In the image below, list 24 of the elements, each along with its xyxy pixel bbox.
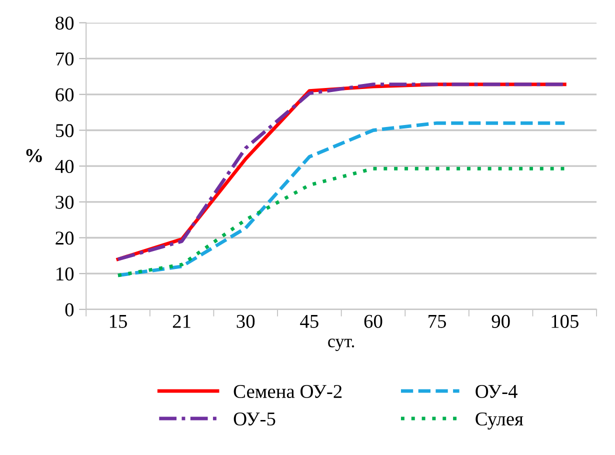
y-axis-title: %: [26, 149, 42, 162]
x-tick-label: 15: [110, 314, 127, 328]
y-tick-label: 30: [56, 196, 74, 209]
y-tick-label: 20: [56, 232, 74, 245]
x-tick-label: 60: [364, 314, 382, 328]
x-tick-label: 90: [492, 314, 510, 328]
y-tick-label: 10: [56, 267, 74, 281]
x-tick-label: 30: [236, 314, 255, 328]
legend-label: Сулея: [476, 412, 524, 430]
x-tick-label: 21: [172, 314, 190, 328]
y-tick-label: 70: [56, 52, 74, 66]
legend-label: Семена ОУ-2: [234, 384, 342, 398]
x-tick-label: 45: [300, 314, 318, 328]
y-tick-label: 80: [56, 16, 74, 30]
y-tick-label: 40: [55, 160, 74, 174]
x-tick-label: 75: [428, 315, 446, 328]
x-axis-title: сут.: [328, 338, 354, 352]
legend-label: ОУ-4: [476, 384, 518, 398]
line-series: [116, 166, 566, 278]
y-tick-label: 50: [56, 124, 74, 138]
y-tick-label: 0: [65, 303, 74, 316]
legend-label: ОУ-5: [234, 412, 276, 426]
x-tick-label: 105: [552, 314, 578, 328]
y-tick-label: 60: [56, 88, 74, 102]
